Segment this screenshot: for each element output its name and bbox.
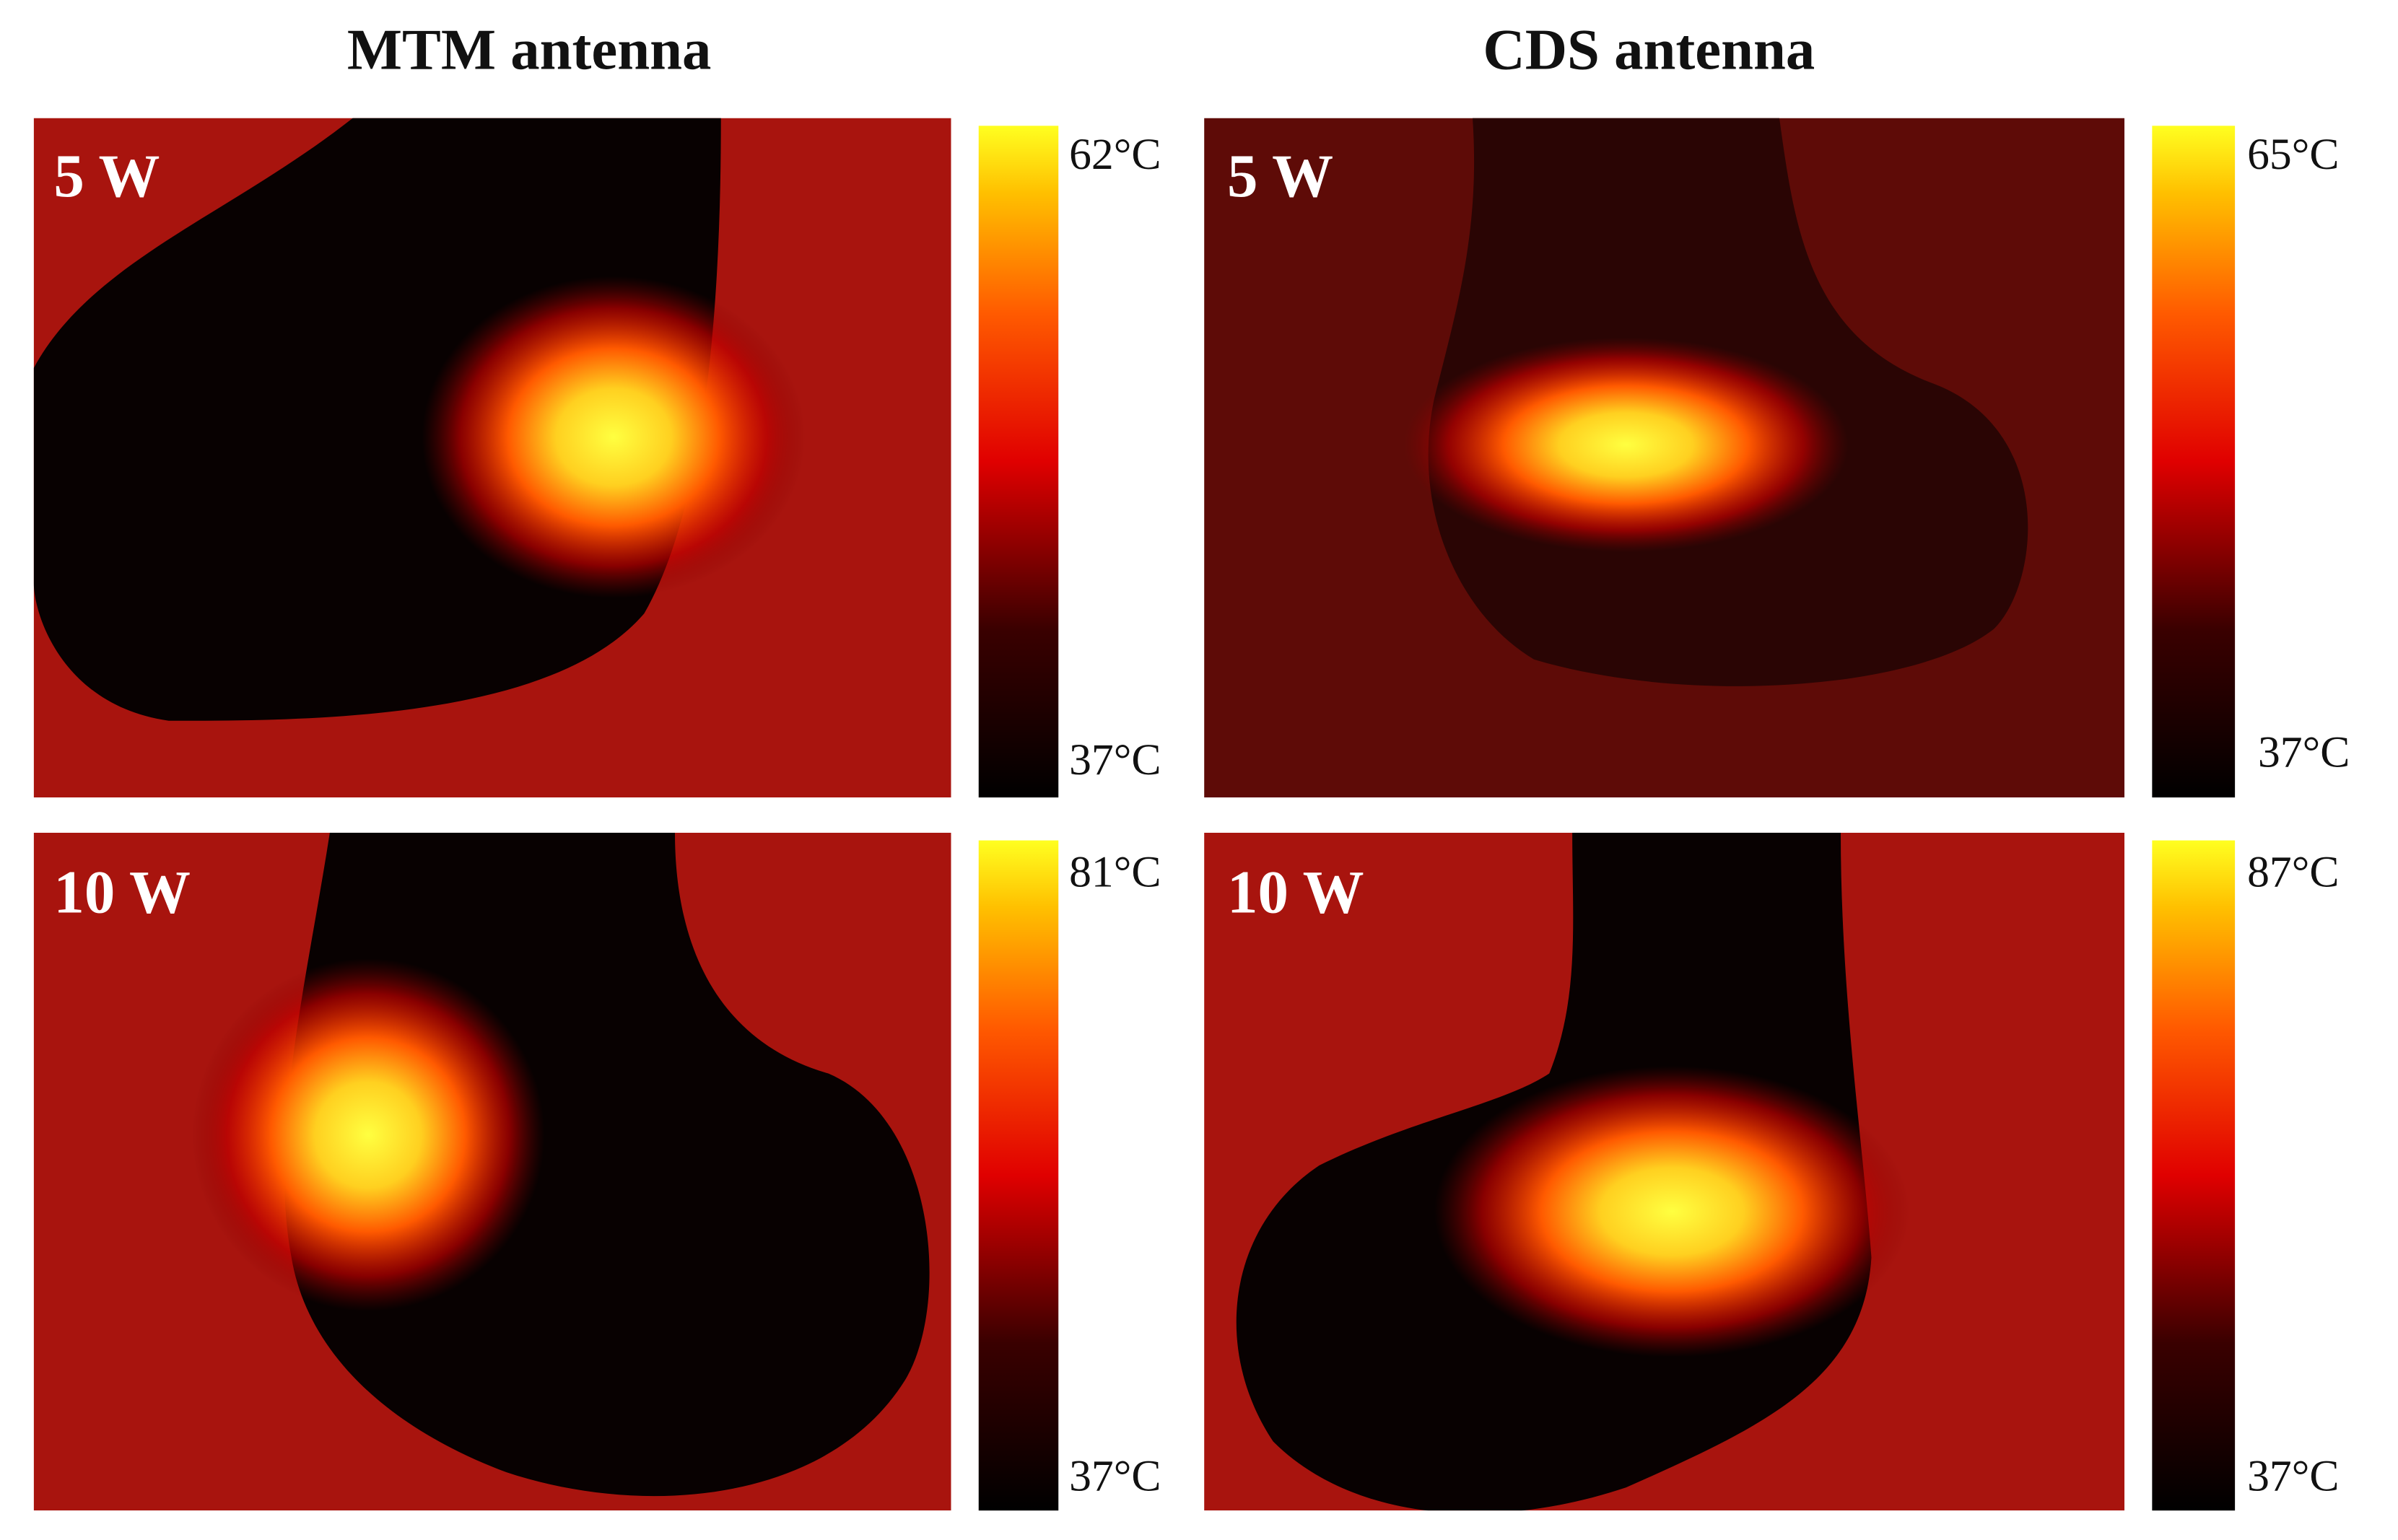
colorbar-min: 37°C bbox=[1069, 735, 1161, 784]
thermal-image bbox=[33, 118, 951, 798]
power-label: 10 W bbox=[1227, 858, 1364, 926]
colorbar-min: 37°C bbox=[2247, 1452, 2339, 1501]
colorbar-max: 65°C bbox=[2247, 130, 2339, 179]
colorbar bbox=[2152, 840, 2236, 1511]
thermal-image bbox=[1204, 832, 2125, 1511]
thermal-image bbox=[33, 832, 951, 1511]
power-label: 10 W bbox=[53, 858, 191, 926]
colorbar-max: 62°C bbox=[1069, 130, 1161, 179]
colorbar bbox=[978, 840, 1059, 1511]
power-label: 5 W bbox=[1227, 142, 1333, 210]
colorbar bbox=[978, 126, 1059, 798]
colorbar-min: 37°C bbox=[1069, 1452, 1161, 1501]
colorbar bbox=[2152, 126, 2236, 798]
colorbar-max: 81°C bbox=[1069, 847, 1161, 896]
column-title: MTM antenna bbox=[347, 18, 712, 82]
thermal-image bbox=[1204, 118, 2125, 798]
column-title: CDS antenna bbox=[1483, 18, 1815, 82]
colorbar-min: 37°C bbox=[2258, 728, 2350, 777]
colorbar-max: 87°C bbox=[2247, 847, 2339, 896]
power-label: 5 W bbox=[53, 142, 160, 210]
